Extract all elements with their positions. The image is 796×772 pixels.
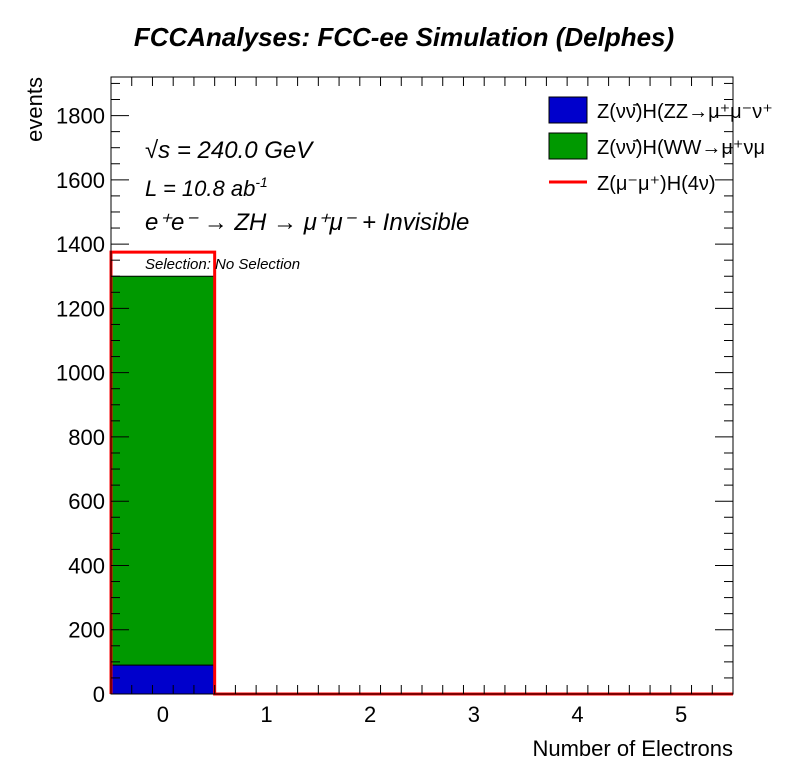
sqrt-s-annotation: √s = 240.0 GeV xyxy=(145,137,314,164)
y-axis-label: events xyxy=(22,77,47,142)
lumi-text: L = 10.8 ab xyxy=(145,176,255,201)
x-tick-label: 3 xyxy=(468,702,480,727)
luminosity-annotation: L = 10.8 ab-1 xyxy=(145,174,268,201)
y-tick-label: 1000 xyxy=(56,361,105,386)
legend-swatch-0 xyxy=(548,96,588,124)
legend-label-2: Z(μ⁻μ⁺)H(4ν) xyxy=(597,173,716,195)
bar-series-1-bin-0 xyxy=(110,275,216,666)
legend-label-1: Z(νν̄)H(WW→μ⁺νμ xyxy=(597,137,765,159)
legend-swatch-1 xyxy=(548,132,588,160)
x-tick-label: 5 xyxy=(675,702,687,727)
selection-annotation: Selection: No Selection xyxy=(145,256,300,273)
chart-title: FCCAnalyses: FCC-ee Simulation (Delphes) xyxy=(134,22,674,52)
y-tick-label: 1200 xyxy=(56,296,105,321)
y-tick-label: 200 xyxy=(68,618,105,643)
y-tick-label: 400 xyxy=(68,553,105,578)
x-tick-label: 2 xyxy=(364,702,376,727)
bars-layer xyxy=(110,275,216,695)
x-tick-label: 0 xyxy=(157,702,169,727)
y-tick-label: 0 xyxy=(93,682,105,707)
process-annotation: e⁺e⁻ → ZH → μ⁺μ⁻ + Invisible xyxy=(145,209,469,236)
x-axis-label: Number of Electrons xyxy=(532,736,733,761)
sqrt-s-value: = 240.0 GeV xyxy=(170,137,314,164)
ticks-layer: 0 200 400 600 800 1000 1200 1400 1600 1800 0 1 2 3 4 5 xyxy=(56,77,734,727)
y-tick-label: 1600 xyxy=(56,168,105,193)
x-tick-label: 1 xyxy=(260,702,272,727)
y-tick-label: 1800 xyxy=(56,104,105,129)
y-tick-label: 800 xyxy=(68,425,105,450)
legend-label-0: Z(νν̄)H(ZZ→μ⁺μ⁻ν⁺ xyxy=(597,101,773,123)
legend: Z(νν̄)H(ZZ→μ⁺μ⁻ν⁺ Z(νν̄)H(WW→μ⁺νμ Z(μ⁻μ⁺)H… xyxy=(548,96,773,195)
sqrt-s-symbol: √s xyxy=(145,137,170,164)
lumi-exponent: -1 xyxy=(255,174,267,190)
x-tick-label: 4 xyxy=(571,702,583,727)
y-tick-label: 1400 xyxy=(56,232,105,257)
y-tick-label: 600 xyxy=(68,489,105,514)
bar-series-0-bin-0 xyxy=(110,664,216,695)
